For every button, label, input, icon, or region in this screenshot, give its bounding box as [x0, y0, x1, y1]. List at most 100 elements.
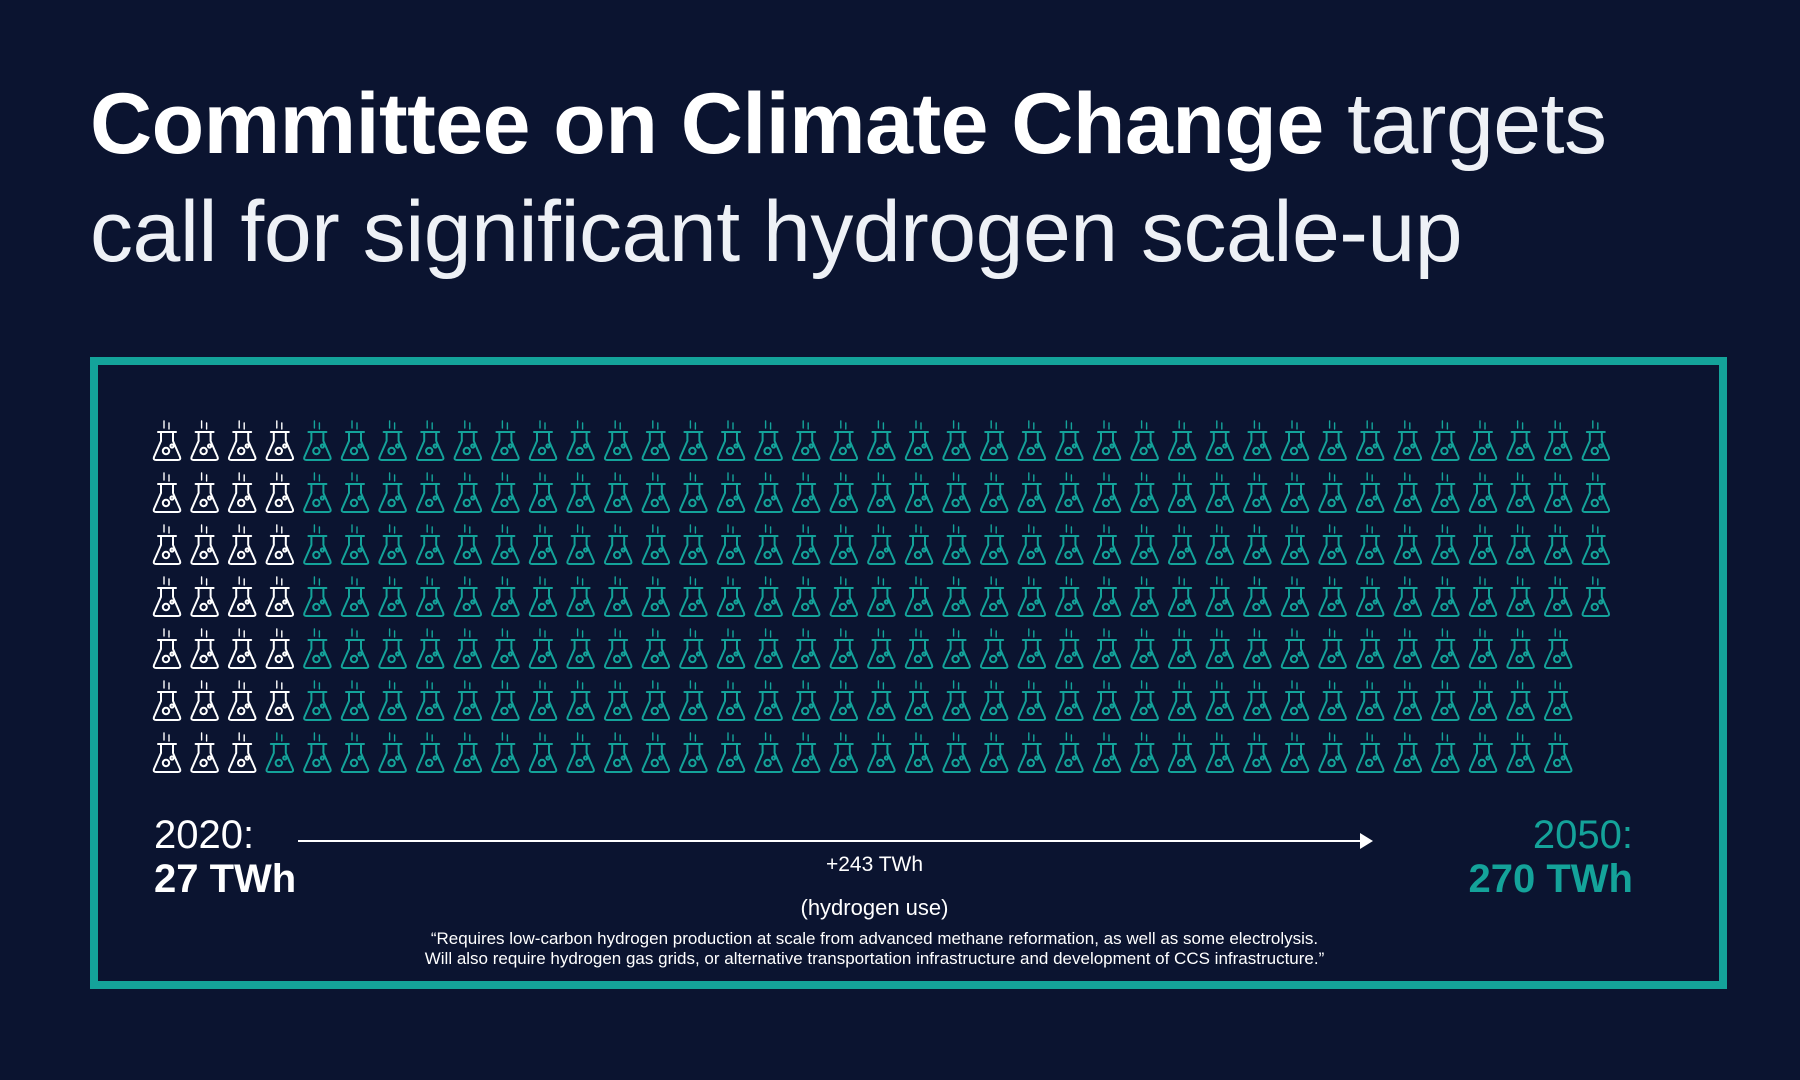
flask-icon: [1130, 628, 1159, 669]
flask-icon: [152, 732, 182, 773]
flask-icon: [829, 472, 859, 513]
flask-icon: [1205, 680, 1235, 721]
flask-icon: [867, 732, 896, 773]
flask-icon: [1506, 524, 1535, 565]
flask-icon: [829, 628, 859, 669]
flask-icon: [378, 472, 407, 513]
end-value: 270 TWh: [1468, 857, 1633, 901]
flask-icon: [1130, 472, 1159, 513]
flask-icon: [979, 732, 1009, 773]
flask-icon: [603, 524, 633, 565]
flask-icon: [528, 524, 558, 565]
quote: “Requires low-carbon hydrogen production…: [64, 929, 1685, 969]
flask-icon: [754, 524, 783, 565]
flask-icon: [641, 732, 671, 773]
flask-icon: [303, 576, 332, 617]
flask-icon: [829, 576, 859, 617]
flask-icon: [190, 524, 219, 565]
flask-icon: [190, 420, 219, 461]
flask-icon: [1243, 576, 1272, 617]
flask-icon: [1017, 420, 1047, 461]
flask-icon: [340, 472, 370, 513]
flask-icon: [1243, 524, 1272, 565]
flask-icon: [829, 732, 859, 773]
flask-icon: [867, 472, 896, 513]
flask-icon: [1092, 420, 1122, 461]
flask-icon: [716, 628, 746, 669]
flask-icon: [528, 628, 558, 669]
flask-icon: [979, 420, 1009, 461]
flask-icon: [1092, 628, 1122, 669]
flask-icon: [1543, 472, 1573, 513]
flask-icon: [453, 472, 483, 513]
flask-icon: [1355, 732, 1385, 773]
flask-icon: [1431, 628, 1460, 669]
flask-icon: [791, 628, 821, 669]
flask-icon: [641, 576, 671, 617]
flask-icon: [1092, 524, 1122, 565]
timeline-arrow-icon: [298, 833, 1373, 849]
flask-icon: [1506, 732, 1535, 773]
flask-icon: [190, 472, 219, 513]
flask-icon: [303, 732, 332, 773]
flask-icon: [603, 732, 633, 773]
flask-icon: [1205, 524, 1235, 565]
flask-icon: [1355, 576, 1385, 617]
flask-icon: [566, 472, 595, 513]
flask-icon: [1205, 732, 1235, 773]
flask-icon: [415, 628, 445, 669]
flask-icon: [265, 628, 295, 669]
flask-icon: [1355, 524, 1385, 565]
flask-icon: [1167, 680, 1197, 721]
flask-icon: [1017, 628, 1047, 669]
chart-panel: 2020: 27 TWh 2050: 270 TWh +243 TWh (hyd…: [90, 357, 1727, 989]
flask-icon: [1468, 680, 1498, 721]
flask-icon: [1318, 576, 1347, 617]
flask-icon: [1393, 680, 1423, 721]
flask-icon: [152, 576, 182, 617]
flask-icon: [1167, 628, 1197, 669]
flask-icon: [716, 732, 746, 773]
flask-icon: [1468, 524, 1498, 565]
flask-icon: [528, 680, 558, 721]
flask-icon: [378, 628, 407, 669]
flask-icon: [566, 420, 595, 461]
flask-icon: [303, 524, 332, 565]
flask-icon: [1468, 576, 1498, 617]
flask-icon: [1167, 732, 1197, 773]
flask-icon: [1318, 524, 1347, 565]
flask-icon: [603, 576, 633, 617]
flask-icon: [1243, 680, 1272, 721]
flask-icon: [1506, 420, 1535, 461]
flask-icon: [453, 420, 483, 461]
flask-icon: [1167, 576, 1197, 617]
flask-icon: [1280, 628, 1310, 669]
flask-icon: [1130, 524, 1159, 565]
flask-icon: [904, 472, 934, 513]
flask-icon: [528, 472, 558, 513]
flask-icon: [1506, 628, 1535, 669]
flask-icon: [303, 680, 332, 721]
flask-icon: [227, 420, 257, 461]
flask-icon: [904, 420, 934, 461]
flask-icon: [679, 680, 708, 721]
flask-icon: [1355, 420, 1385, 461]
flask-icon: [603, 420, 633, 461]
flask-icon: [1130, 732, 1159, 773]
flask-icon: [791, 524, 821, 565]
flask-icon: [1017, 680, 1047, 721]
start-value: 27 TWh: [154, 857, 297, 901]
flask-icon: [754, 628, 783, 669]
flask-icon: [829, 680, 859, 721]
flask-icon: [904, 576, 934, 617]
flask-icon: [190, 628, 219, 669]
title-bold: Committee on Climate Change: [90, 76, 1324, 172]
flask-icon: [1506, 576, 1535, 617]
flask-icon: [1431, 420, 1460, 461]
flask-icon: [491, 680, 520, 721]
flask-icon: [491, 628, 520, 669]
flask-icon: [1431, 732, 1460, 773]
flask-icon: [641, 420, 671, 461]
flask-icon: [754, 732, 783, 773]
flask-icon: [340, 732, 370, 773]
